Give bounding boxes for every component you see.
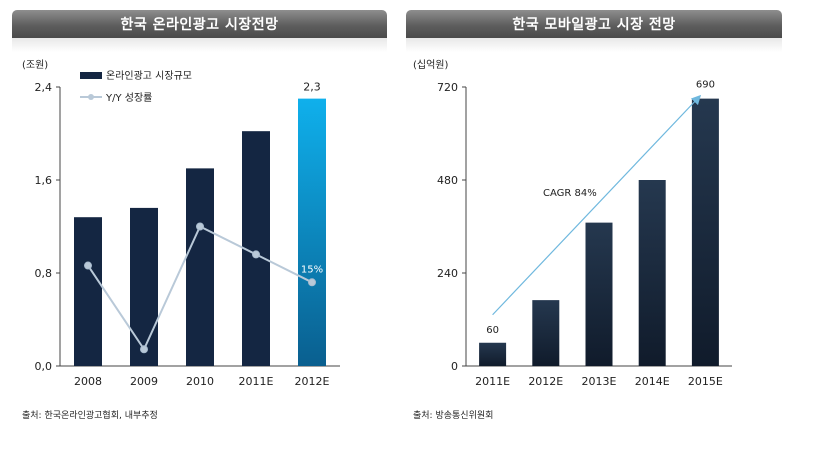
left-source-note: 출처: 한국온라인광고협회, 내부추정 (22, 411, 158, 421)
right-y-tick-label: 0 (451, 360, 458, 373)
right-chart-title: 한국 모바일광고 시장 전망 (406, 10, 782, 52)
mobile-ad-bar (691, 98, 719, 366)
left-unit-label: (조원) (22, 60, 49, 71)
right-source-note: 출처: 방송통신위원회 (413, 411, 494, 421)
legend-line-label: Y/Y 성장률 (105, 92, 152, 104)
legend-bar-swatch (80, 72, 102, 79)
mobile-ad-bar (638, 180, 666, 366)
mobile-ad-bar (479, 342, 507, 366)
left-y-tick-label: 0,8 (35, 267, 53, 280)
right-y-tick-label: 240 (437, 267, 458, 280)
left-x-tick-label: 2011E (239, 375, 274, 388)
right-x-tick-label: 2012E (528, 375, 563, 388)
left-y-tick-label: 0,0 (35, 360, 53, 373)
online-ad-bar (242, 131, 270, 366)
right-x-tick-label: 2015E (688, 375, 723, 388)
right-y-tick-label: 480 (437, 174, 458, 187)
mobile-ad-bar (532, 300, 560, 366)
right-x-tick-label: 2014E (635, 375, 670, 388)
left-x-tick-label: 2008 (74, 375, 102, 388)
mobile-value-label: 60 (486, 325, 499, 336)
cagr-arrow (492, 94, 702, 316)
growth-value-label: 15% (301, 264, 323, 275)
online-ad-bar (298, 98, 326, 366)
right-unit-label: (십억원) (413, 60, 449, 71)
right-x-tick-label: 2013E (582, 375, 617, 388)
bar-value-label: 2,3 (303, 81, 321, 94)
growth-rate-point (140, 345, 148, 354)
legend-bar-label: 온라인광고 시장규모 (106, 70, 192, 82)
left-y-tick-label: 2,4 (35, 81, 53, 94)
mobile-ad-bar (585, 222, 613, 366)
left-x-tick-label: 2010 (186, 375, 214, 388)
left-x-tick-label: 2009 (130, 375, 158, 388)
mobile-value-label: 690 (696, 80, 715, 91)
growth-rate-point (308, 278, 316, 287)
right-y-tick-label: 720 (437, 81, 458, 94)
online-ad-bar (74, 217, 102, 366)
online-ad-bar (186, 168, 214, 366)
legend-line-marker (88, 94, 94, 100)
growth-rate-point (84, 261, 92, 270)
growth-rate-point (252, 250, 260, 259)
right-x-tick-label: 2011E (475, 375, 510, 388)
left-chart-title: 한국 온라인광고 시장전망 (12, 10, 387, 52)
right-chart-title-text: 한국 모바일광고 시장 전망 (512, 17, 676, 33)
online-ad-bar (130, 207, 158, 366)
growth-rate-point (196, 222, 204, 231)
cagr-annotation: CAGR 84% (543, 188, 597, 199)
left-x-tick-label: 2012E (295, 375, 330, 388)
left-y-tick-label: 1,6 (35, 174, 53, 187)
left-chart-title-text: 한국 온라인광고 시장전망 (120, 17, 279, 33)
